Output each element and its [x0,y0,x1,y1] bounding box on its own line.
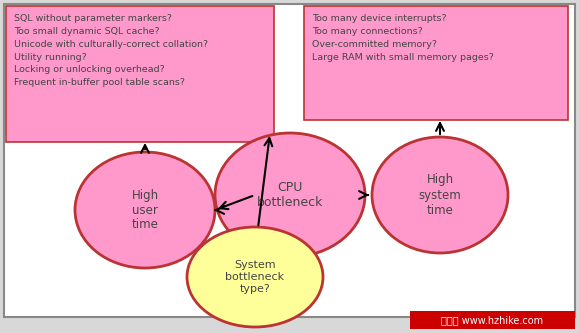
Text: High
user
time: High user time [131,188,159,231]
Text: 智可网 www.hzhike.com: 智可网 www.hzhike.com [441,315,543,325]
Ellipse shape [187,227,323,327]
FancyBboxPatch shape [304,6,568,120]
Ellipse shape [215,133,365,257]
Text: High
system
time: High system time [419,173,461,216]
Ellipse shape [372,137,508,253]
FancyBboxPatch shape [4,4,575,317]
FancyBboxPatch shape [410,311,575,329]
Text: Too many device interrupts?
Too many connections?
Over-committed memory?
Large R: Too many device interrupts? Too many con… [312,14,494,62]
FancyBboxPatch shape [6,6,274,142]
Text: SQL without parameter markers?
Too small dynamic SQL cache?
Unicode with cultura: SQL without parameter markers? Too small… [14,14,208,87]
Text: System
bottleneck
type?: System bottleneck type? [225,260,284,294]
Text: CPU
bottleneck: CPU bottleneck [257,181,323,209]
Ellipse shape [75,152,215,268]
